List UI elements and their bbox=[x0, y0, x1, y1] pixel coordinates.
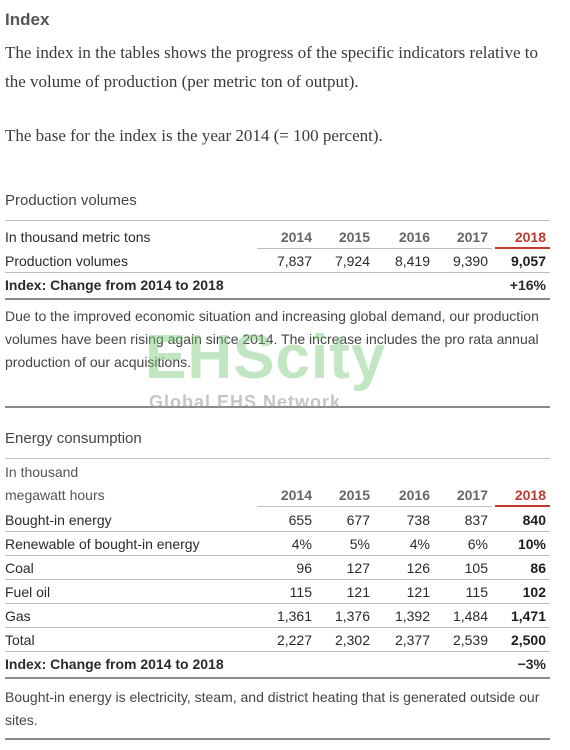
table-cell-2018: 1,471 bbox=[510, 608, 546, 624]
row-label: Total bbox=[5, 632, 35, 648]
table-cell: 1,376 bbox=[334, 608, 370, 624]
table-cell: 2,302 bbox=[334, 632, 370, 648]
row-label: Fuel oil bbox=[5, 584, 51, 600]
row-label: Production volumes bbox=[5, 253, 128, 269]
table-cell: 121 bbox=[406, 584, 430, 600]
table-cell: 4% bbox=[409, 536, 430, 552]
production-bottom-rule bbox=[5, 406, 550, 408]
table-cell-2018: 102 bbox=[522, 584, 546, 600]
production-section-title: Production volumes bbox=[5, 192, 137, 209]
year-header: 2016 bbox=[398, 487, 430, 503]
table-cell: 96 bbox=[296, 560, 312, 576]
table-cell: 2,377 bbox=[394, 632, 430, 648]
table-cell: 9,390 bbox=[452, 253, 488, 269]
energy-top-rule bbox=[5, 458, 550, 459]
energy-note: Bought-in energy is electricity, steam, … bbox=[5, 689, 540, 728]
table-cell-2018: 9,057 bbox=[510, 253, 546, 269]
row-divider bbox=[5, 579, 550, 580]
table-cell: 1,484 bbox=[452, 608, 488, 624]
production-header-row: In thousand metric tons 2014 2015 2016 2… bbox=[5, 225, 550, 249]
row-divider bbox=[5, 627, 550, 628]
index-intro: The index in the tables shows the progre… bbox=[5, 43, 538, 91]
table-cell-2018: 2,500 bbox=[510, 632, 546, 648]
table-cell-2018: 10% bbox=[517, 536, 546, 552]
table-row: Gas 1,361 1,376 1,392 1,484 1,471 bbox=[5, 604, 550, 628]
table-cell: 121 bbox=[346, 584, 370, 600]
production-note: Due to the improved economic situation a… bbox=[5, 308, 539, 370]
year-header: 2016 bbox=[398, 229, 430, 245]
header-underline bbox=[257, 248, 492, 249]
table-row: Fuel oil 115 121 121 115 102 bbox=[5, 580, 550, 604]
year-header-2018: 2018 bbox=[514, 229, 546, 245]
energy-unit-label-line2: megawatt hours bbox=[5, 487, 105, 503]
row-label: Coal bbox=[5, 560, 34, 576]
row-divider bbox=[5, 531, 550, 532]
production-index-rule bbox=[5, 298, 550, 300]
production-top-rule bbox=[5, 220, 550, 221]
index-heading: Index bbox=[5, 10, 50, 29]
table-cell: 1,392 bbox=[394, 608, 430, 624]
header-underline-2018 bbox=[495, 505, 550, 507]
index-row: Index: Change from 2014 to 2018 +16% bbox=[5, 273, 550, 297]
header-underline-2018 bbox=[495, 247, 550, 249]
table-cell: 1,361 bbox=[276, 608, 312, 624]
row-label: Gas bbox=[5, 608, 31, 624]
year-header: 2014 bbox=[280, 487, 312, 503]
row-divider bbox=[5, 272, 550, 273]
table-cell: 127 bbox=[346, 560, 370, 576]
row-divider bbox=[5, 603, 550, 604]
table-row: Production volumes 7,837 7,924 8,419 9,3… bbox=[5, 249, 550, 273]
table-cell: 5% bbox=[349, 536, 370, 552]
table-cell: 7,837 bbox=[276, 253, 312, 269]
table-cell: 837 bbox=[464, 512, 488, 528]
table-cell: 4% bbox=[291, 536, 312, 552]
energy-header-row: megawatt hours 2014 2015 2016 2017 2018 bbox=[5, 483, 550, 507]
index-base-note: The base for the index is the year 2014 … bbox=[5, 126, 383, 145]
table-row: Bought-in energy 655 677 738 837 840 bbox=[5, 508, 550, 532]
table-row: Coal 96 127 126 105 86 bbox=[5, 556, 550, 580]
index-row-label: Index: Change from 2014 to 2018 bbox=[5, 656, 224, 672]
table-cell: 655 bbox=[288, 512, 312, 528]
row-label: Renewable of bought-in energy bbox=[5, 536, 200, 552]
table-cell: 2,227 bbox=[276, 632, 312, 648]
table-row: Renewable of bought-in energy 4% 5% 4% 6… bbox=[5, 532, 550, 556]
table-cell: 6% bbox=[467, 536, 488, 552]
table-cell-2018: 86 bbox=[530, 560, 546, 576]
index-row-label: Index: Change from 2014 to 2018 bbox=[5, 277, 224, 293]
table-row: Total 2,227 2,302 2,377 2,539 2,500 bbox=[5, 628, 550, 652]
production-unit-label: In thousand metric tons bbox=[5, 229, 151, 245]
table-cell-2018: 840 bbox=[522, 512, 546, 528]
header-underline bbox=[257, 506, 492, 507]
year-header: 2017 bbox=[456, 229, 488, 245]
index-row-value: +16% bbox=[509, 277, 546, 293]
table-cell: 677 bbox=[346, 512, 370, 528]
year-header: 2017 bbox=[456, 487, 488, 503]
table-cell: 8,419 bbox=[394, 253, 430, 269]
energy-bottom-rule bbox=[5, 738, 550, 740]
year-header: 2014 bbox=[280, 229, 312, 245]
row-divider bbox=[5, 555, 550, 556]
row-label: Bought-in energy bbox=[5, 512, 112, 528]
table-cell: 115 bbox=[289, 584, 312, 600]
year-header-2018: 2018 bbox=[514, 487, 546, 503]
table-cell: 126 bbox=[406, 560, 430, 576]
watermark-tagline: Global EHS Network bbox=[149, 392, 342, 412]
year-header: 2015 bbox=[338, 487, 370, 503]
table-cell: 2,539 bbox=[452, 632, 488, 648]
index-row: Index: Change from 2014 to 2018 −3% bbox=[5, 652, 550, 676]
year-header: 2015 bbox=[338, 229, 370, 245]
table-cell: 105 bbox=[464, 560, 488, 576]
table-cell: 738 bbox=[406, 512, 430, 528]
energy-unit-label-line1: In thousand bbox=[5, 464, 79, 480]
table-cell: 115 bbox=[465, 584, 488, 600]
energy-index-rule bbox=[5, 677, 550, 679]
table-cell: 7,924 bbox=[334, 253, 370, 269]
index-row-value: −3% bbox=[517, 656, 546, 672]
energy-section-title: Energy consumption bbox=[5, 430, 142, 447]
row-divider bbox=[5, 651, 550, 652]
